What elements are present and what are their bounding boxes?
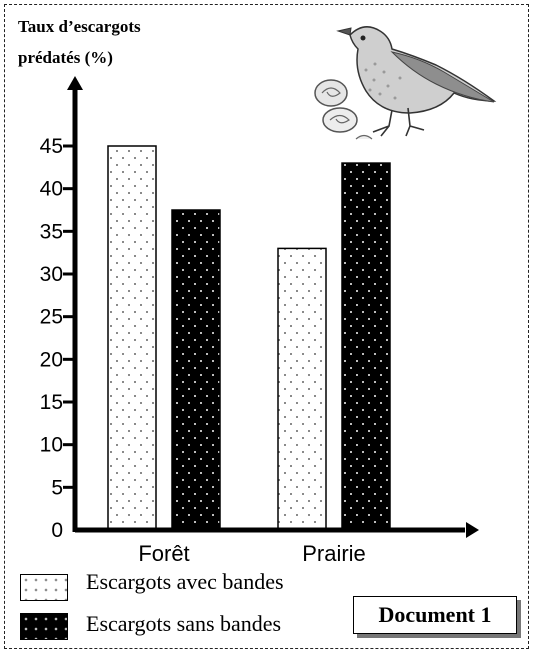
document-frame bbox=[4, 4, 529, 649]
y-axis-label-line-2: prédatés (%) bbox=[18, 48, 113, 67]
y-tick-label-0: 0 bbox=[51, 519, 63, 542]
axes-layer bbox=[63, 76, 479, 538]
legend-label-with-bands: Escargots avec bandes bbox=[86, 569, 284, 594]
legend-swatch-with-bands bbox=[20, 574, 68, 601]
y-tick-label-35: 35 bbox=[40, 220, 63, 243]
y-tick-label-15: 15 bbox=[40, 391, 63, 414]
bird-with-snail-shells-icon bbox=[314, 26, 497, 140]
y-tick-label-10: 10 bbox=[40, 434, 63, 457]
x-category-label-0: Forêt bbox=[138, 541, 189, 566]
x-category-label-1: Prairie bbox=[302, 541, 366, 566]
y-tick-label-5: 5 bbox=[51, 476, 63, 499]
y-axis-label-line-1: Taux d’escargots bbox=[18, 17, 141, 36]
labels-layer: 0 5 10 15 20 25 30 35 40 45 Forêt Prairie bbox=[40, 135, 366, 566]
bar-0-series-1 bbox=[171, 209, 221, 531]
y-axis-arrowhead bbox=[67, 76, 83, 90]
y-tick-label-25: 25 bbox=[40, 306, 63, 329]
legend-swatch-without-bands bbox=[20, 613, 68, 640]
bars-layer bbox=[107, 145, 391, 531]
bar-1-series-1 bbox=[341, 162, 391, 531]
document-label-box: Document 1 bbox=[353, 596, 517, 634]
bar-0-series-0 bbox=[107, 145, 157, 531]
y-tick-label-45: 45 bbox=[40, 135, 63, 158]
y-tick-label-20: 20 bbox=[40, 348, 63, 371]
x-axis-arrowhead bbox=[466, 522, 479, 538]
bar-1-series-0 bbox=[277, 247, 327, 531]
legend-label-without-bands: Escargots sans bandes bbox=[86, 611, 282, 636]
y-tick-label-30: 30 bbox=[40, 263, 63, 286]
y-tick-label-40: 40 bbox=[40, 178, 63, 201]
